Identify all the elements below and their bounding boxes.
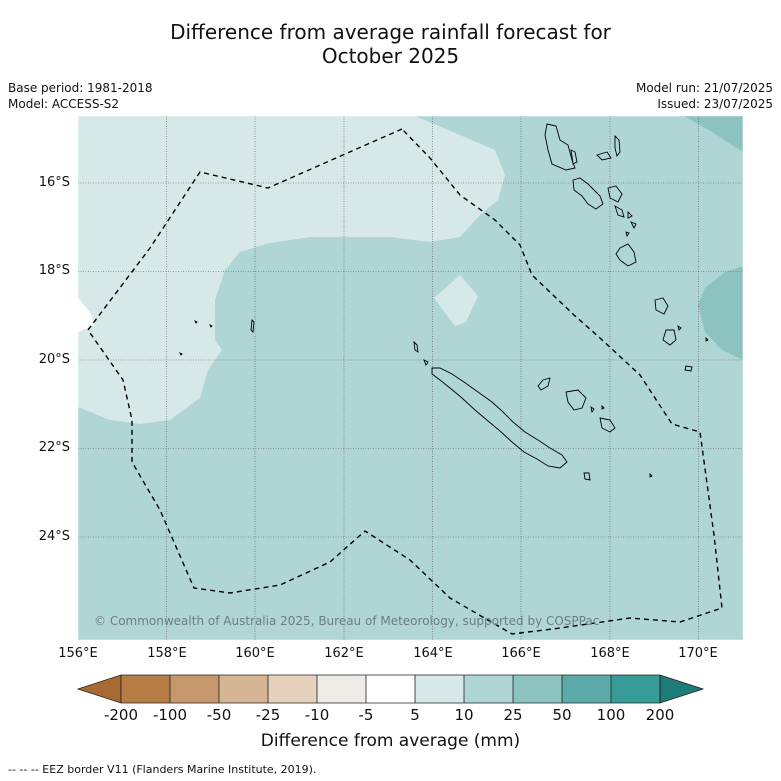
colorbar-label: -200 bbox=[103, 706, 139, 724]
vanuatu-islands bbox=[544, 123, 709, 372]
colorbar-title: Difference from average (mm) bbox=[260, 731, 521, 751]
region-25-50-northeast bbox=[684, 116, 743, 152]
region-5-10-northwest bbox=[78, 116, 505, 424]
colorbar-swatch-9 bbox=[513, 675, 562, 703]
lat-tick-24s: 24°S bbox=[38, 529, 70, 544]
lon-tick-160e: 160°E bbox=[235, 646, 275, 661]
colorbar-dividers bbox=[120, 674, 661, 704]
colorbar-swatch-10 bbox=[562, 675, 611, 703]
colorbar-label: -25 bbox=[255, 706, 281, 724]
colorbar-label: 50 bbox=[552, 706, 572, 724]
eez-border bbox=[87, 128, 723, 635]
colorbar-label: 100 bbox=[596, 706, 626, 724]
map-area bbox=[78, 116, 743, 640]
lon-tick-162e: 162°E bbox=[324, 646, 364, 661]
map-title: Difference from average rainfall forecas… bbox=[0, 20, 781, 68]
colorbar-swatch-7 bbox=[415, 675, 464, 703]
lat-tick-16s: 16°S bbox=[38, 175, 70, 190]
lon-tick-156e: 156°E bbox=[58, 646, 98, 661]
meta-right: Model run: 21/07/2025 Issued: 23/07/2025 bbox=[636, 80, 773, 112]
region-5-10-patch bbox=[434, 275, 478, 326]
colorbar-label: 200 bbox=[645, 706, 675, 724]
colorbar-label: 5 bbox=[410, 706, 420, 724]
colorbar-label: 10 bbox=[454, 706, 474, 724]
colorbar-swatch-8 bbox=[464, 675, 513, 703]
colorbar-label: -100 bbox=[152, 706, 188, 724]
model-run: Model run: 21/07/2025 bbox=[635, 81, 773, 95]
colorbar-label: -50 bbox=[206, 706, 232, 724]
colorbar-swatch-5 bbox=[317, 675, 366, 703]
colorbar-swatch-2 bbox=[170, 675, 219, 703]
region-25-50-east bbox=[698, 266, 743, 360]
lon-tick-158e: 158°E bbox=[147, 646, 187, 661]
colorbar-swatch-6 bbox=[366, 675, 415, 703]
lat-tick-22s: 22°S bbox=[38, 440, 70, 455]
region-near-average-west bbox=[78, 298, 95, 332]
lon-tick-168e: 168°E bbox=[590, 646, 630, 661]
lon-tick-164e: 164°E bbox=[413, 646, 453, 661]
lat-tick-20s: 20°S bbox=[38, 352, 70, 367]
title-line-2: October 2025 bbox=[321, 44, 460, 68]
base-period: Base period: 1981-2018 bbox=[8, 81, 153, 95]
lon-tick-166e: 166°E bbox=[501, 646, 541, 661]
eez-legend-note: -- -- -- EEZ border V11 (Flanders Marine… bbox=[8, 763, 317, 776]
colorbar-swatch-3 bbox=[219, 675, 268, 703]
lon-tick-170e: 170°E bbox=[678, 646, 718, 661]
colorbar-label: -5 bbox=[358, 706, 374, 724]
gridlines bbox=[78, 116, 743, 640]
lat-tick-18s: 18°S bbox=[38, 263, 70, 278]
colorbar bbox=[76, 674, 705, 704]
colorbar-swatch-1 bbox=[121, 675, 170, 703]
colorbar-swatch-4 bbox=[268, 675, 317, 703]
model-name: Model: ACCESS-S2 bbox=[8, 97, 120, 111]
colorbar-extend-low bbox=[76, 674, 122, 704]
map-frame bbox=[77, 115, 744, 641]
issued-date: Issued: 23/07/2025 bbox=[657, 97, 773, 111]
new-caledonia bbox=[413, 340, 653, 481]
colorbar-label: 25 bbox=[503, 706, 523, 724]
meta-left: Base period: 1981-2018 Model: ACCESS-S2 bbox=[8, 80, 153, 112]
solomon-rennell-islands bbox=[178, 319, 255, 356]
title-line-1: Difference from average rainfall forecas… bbox=[170, 20, 611, 44]
colorbar-swatch-11 bbox=[611, 675, 660, 703]
colorbar-extend-high bbox=[659, 674, 705, 704]
colorbar-label: -10 bbox=[304, 706, 330, 724]
copyright-notice: © Commonwealth of Australia 2025, Bureau… bbox=[94, 614, 600, 628]
